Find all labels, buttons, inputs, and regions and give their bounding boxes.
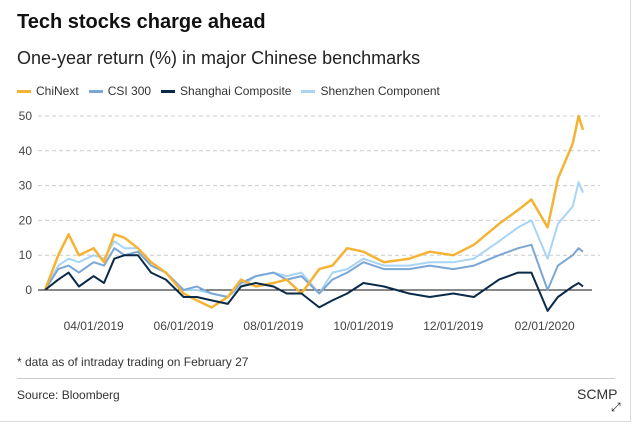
- x-tick-label: 04/01/2019: [64, 319, 124, 333]
- source: Source: Bloomberg: [17, 388, 120, 402]
- legend-label: Shanghai Composite: [180, 84, 292, 98]
- brand-logo: SCMP: [577, 386, 618, 402]
- y-tick-label: 10: [19, 248, 33, 262]
- legend-swatch: [17, 89, 31, 93]
- footnote: * data as of intraday trading on Februar…: [17, 355, 249, 369]
- y-tick-label: 20: [19, 213, 33, 227]
- y-tick-label: 0: [25, 283, 32, 297]
- x-tick-label: 08/01/2019: [243, 319, 303, 333]
- series-line-shanghai-composite: [44, 254, 584, 312]
- y-tick-label: 50: [19, 109, 33, 123]
- series-line-chinext: [43, 114, 585, 309]
- divider: [17, 378, 615, 379]
- legend-item: Shanghai Composite: [161, 84, 291, 98]
- legend-swatch: [161, 89, 176, 93]
- legend-swatch: [301, 89, 316, 93]
- legend-label: Shenzhen Component: [320, 84, 440, 98]
- chart-subtitle: One-year return (%) in major Chinese ben…: [17, 48, 421, 68]
- legend: ChiNext CSI 300 Shanghai Composite Shenzhen…: [17, 84, 440, 98]
- x-tick-label: 10/01/2019: [333, 319, 393, 333]
- legend-swatch: [88, 89, 103, 93]
- chart-card: Tech stocks charge ahead One-year return…: [0, 0, 631, 422]
- y-tick-label: 40: [19, 144, 33, 158]
- legend-item: Shenzhen Component: [301, 84, 440, 98]
- y-tick-label: 30: [19, 179, 33, 193]
- x-tick-label: 02/01/2020: [515, 319, 575, 333]
- x-tick-label: 12/01/2019: [423, 319, 483, 333]
- legend-item: CSI 300: [88, 84, 152, 98]
- legend-label: ChiNext: [36, 84, 79, 98]
- legend-item: ChiNext: [17, 84, 79, 98]
- x-tick-label: 06/01/2019: [154, 319, 214, 333]
- series-line-csi-300: [44, 243, 584, 298]
- chart-title: Tech stocks charge ahead: [17, 11, 266, 33]
- legend-label: CSI 300: [107, 84, 152, 98]
- expand-arrow-icon[interactable]: ⤢: [611, 400, 621, 414]
- series-line-shenzhen-component: [44, 181, 584, 298]
- line-chart: 0 10 20 30 40 50 04/01/2019 06/01/2019 08/01/201…: [19, 109, 600, 333]
